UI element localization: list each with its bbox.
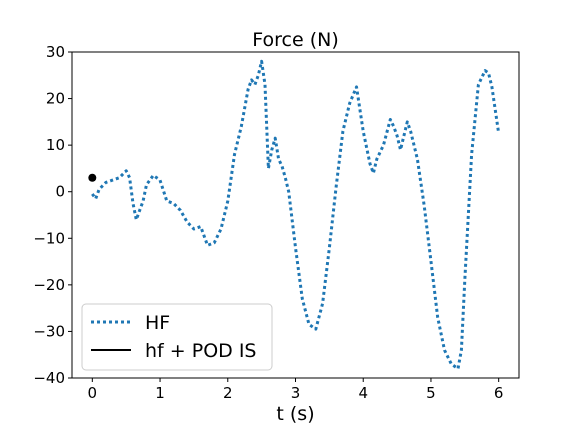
x-tick-label: 0 bbox=[88, 384, 98, 402]
x-tick-label: 6 bbox=[494, 384, 504, 402]
x-tick-label: 4 bbox=[358, 384, 368, 402]
x-tick-label: 2 bbox=[223, 384, 233, 402]
series-point-hf-pod-is bbox=[88, 173, 97, 182]
legend-label: HF bbox=[145, 312, 170, 334]
y-tick-label: 10 bbox=[46, 136, 65, 154]
axes-layer: 0 1 2 3 4 5 6 −40 −30 −20 −10 0 10 20 30 bbox=[33, 43, 520, 402]
y-tick-label: −20 bbox=[33, 276, 65, 294]
y-tick-label: −30 bbox=[33, 322, 65, 340]
series-line-hf bbox=[91, 59, 501, 371]
y-tick-label: −10 bbox=[33, 229, 65, 247]
legend: HF hf + POD IS bbox=[81, 303, 273, 371]
x-tick-label: 5 bbox=[426, 384, 436, 402]
y-tick-label: 20 bbox=[46, 90, 65, 108]
y-tick-label: 30 bbox=[46, 43, 65, 61]
x-tick-label: 3 bbox=[291, 384, 301, 402]
y-tick-label: 0 bbox=[55, 183, 65, 201]
legend-label: hf + POD IS bbox=[145, 340, 256, 362]
x-axis-label: t (s) bbox=[276, 403, 314, 425]
chart-title: Force (N) bbox=[252, 29, 338, 51]
x-tick-label: 1 bbox=[155, 384, 165, 402]
series-layer bbox=[88, 59, 501, 371]
y-tick-label: −40 bbox=[33, 369, 65, 387]
